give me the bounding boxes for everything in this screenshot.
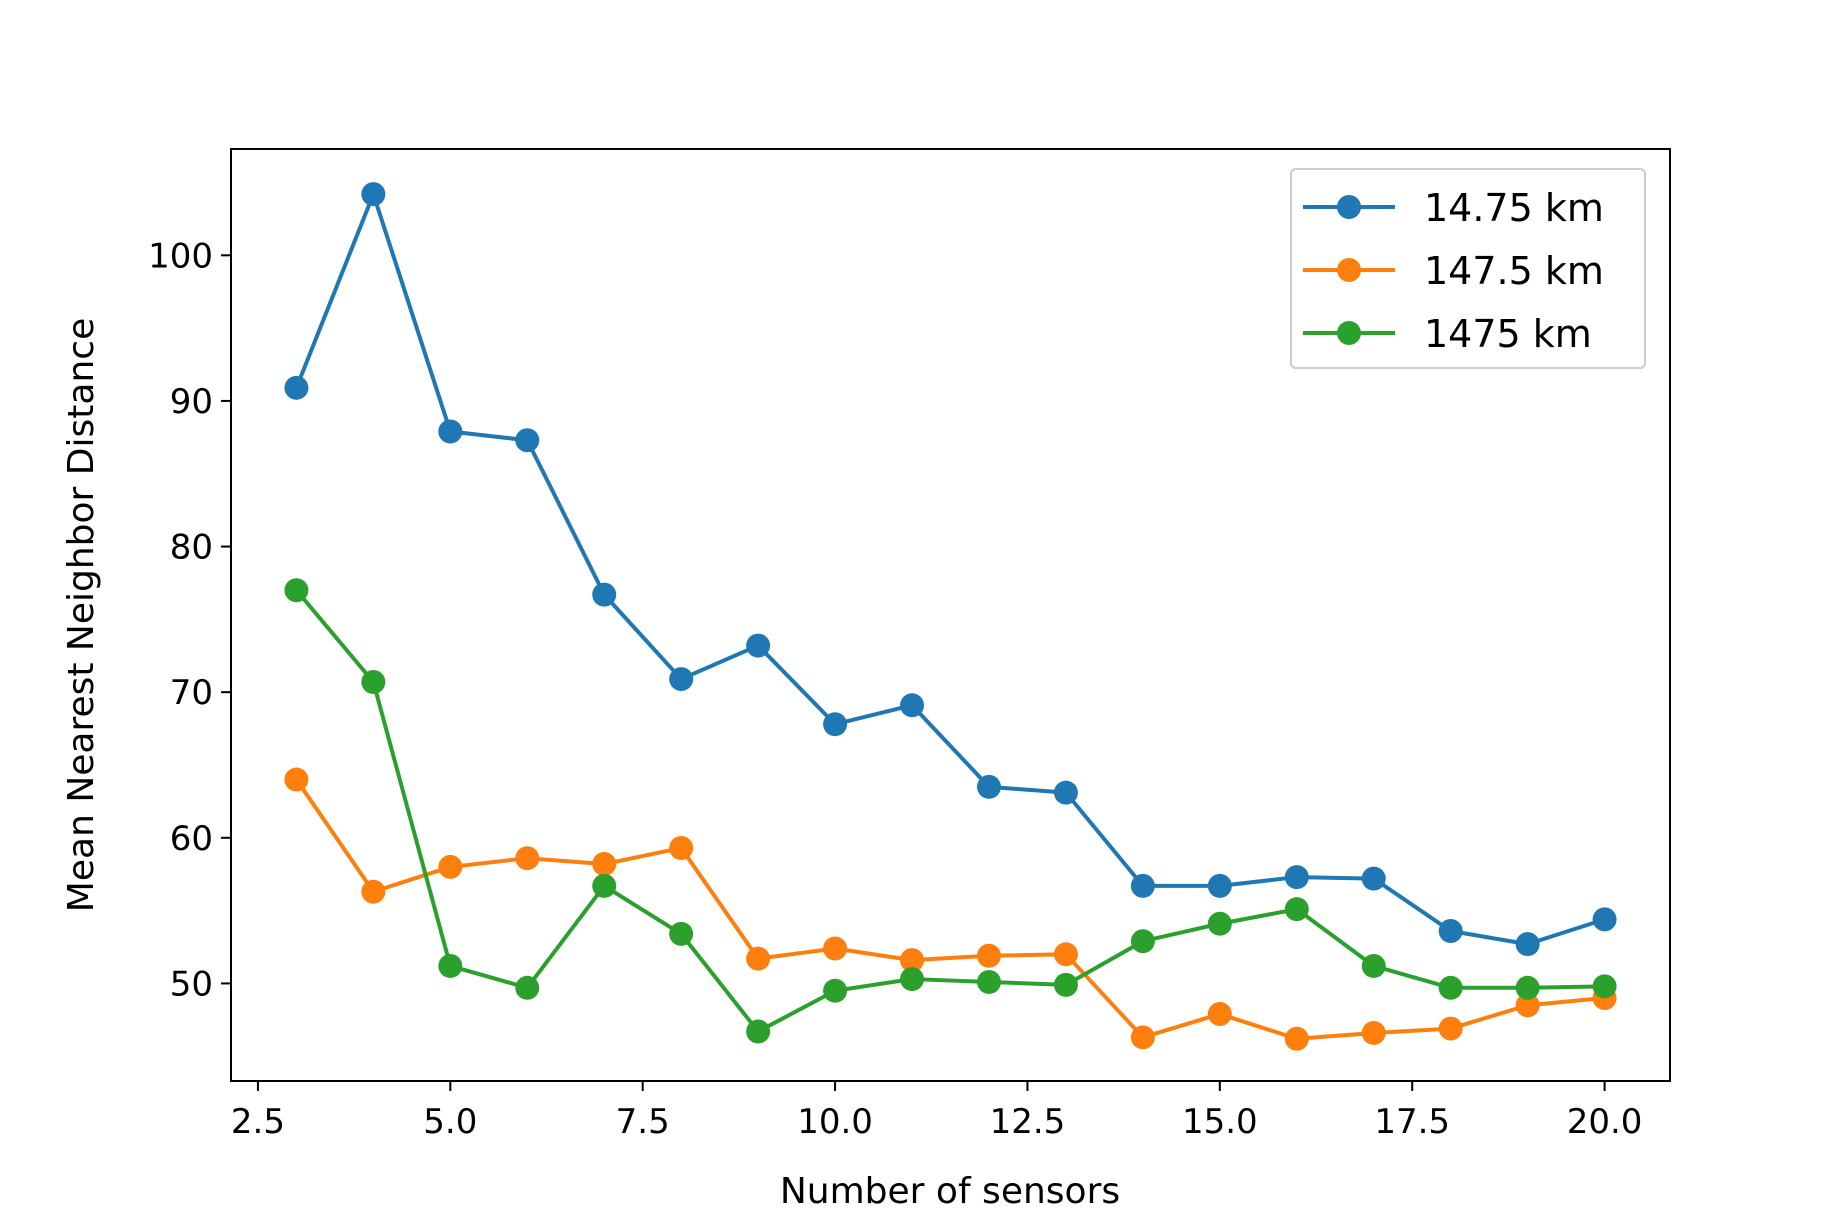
data-point <box>669 921 694 946</box>
x-axis-label: Number of sensors <box>780 1171 1120 1212</box>
data-point <box>592 582 617 607</box>
legend-box <box>1290 168 1646 369</box>
data-point <box>284 375 309 400</box>
data-point <box>361 669 386 694</box>
y-tick-label: 90 <box>170 382 213 422</box>
y-tick-label: 80 <box>170 528 213 568</box>
data-point <box>1438 1016 1463 1041</box>
x-tick-label: 5.0 <box>423 1102 477 1142</box>
data-point <box>976 969 1001 994</box>
y-axis: 50 60 70 80 90 100 <box>148 236 231 1004</box>
data-point <box>592 852 617 877</box>
data-point <box>823 978 848 1003</box>
data-point <box>284 767 309 792</box>
data-point <box>438 854 463 879</box>
data-point <box>515 428 540 453</box>
y-tick-label: 100 <box>148 236 213 276</box>
data-point <box>1207 1002 1232 1027</box>
data-point <box>1053 780 1078 805</box>
legend: 14.75 km 147.5 km 1475 km <box>1290 168 1646 369</box>
data-point <box>515 846 540 871</box>
data-point <box>823 712 848 737</box>
data-point <box>1284 1026 1309 1051</box>
data-point <box>746 1019 771 1044</box>
x-tick-label: 20.0 <box>1567 1102 1643 1142</box>
series-line <box>294 778 1605 1041</box>
y-axis-label: Mean Nearest Neighbor Distance <box>61 318 102 912</box>
data-point <box>1515 932 1540 957</box>
data-point <box>669 667 694 692</box>
legend-label: 147.5 km <box>1424 249 1604 293</box>
data-point <box>1515 975 1540 1000</box>
legend-marker <box>1337 258 1361 282</box>
data-point <box>1130 873 1155 898</box>
x-tick-label: 17.5 <box>1374 1102 1450 1142</box>
data-point <box>361 879 386 904</box>
data-point <box>515 975 540 1000</box>
data-point <box>746 946 771 971</box>
data-point <box>1361 1020 1386 1045</box>
series-0 <box>284 182 1617 957</box>
data-point <box>1515 993 1540 1018</box>
plot-frame <box>230 148 1671 1082</box>
data-point <box>1438 919 1463 944</box>
series-line <box>294 588 1605 1034</box>
series-1 <box>284 767 1617 1051</box>
legend-label: 14.75 km <box>1424 186 1604 230</box>
data-point <box>976 774 1001 799</box>
y-tick-label: 60 <box>170 819 213 859</box>
y-tick-label: 50 <box>170 964 213 1004</box>
data-point <box>900 967 925 992</box>
legend-marker <box>1337 195 1361 219</box>
x-tick-label: 12.5 <box>990 1102 1066 1142</box>
data-point <box>592 873 617 898</box>
data-point <box>900 948 925 973</box>
data-point <box>1130 1025 1155 1050</box>
y-tick-label: 70 <box>170 673 213 713</box>
data-point <box>1053 972 1078 997</box>
x-tick-label: 7.5 <box>616 1102 670 1142</box>
data-point <box>438 953 463 978</box>
x-axis: 2.5 5.0 7.5 10.0 12.5 15.0 17.5 20.0 <box>231 1081 1643 1142</box>
data-point <box>361 182 386 207</box>
plot-area <box>284 182 1617 1051</box>
data-point <box>1361 866 1386 891</box>
data-point <box>669 836 694 860</box>
data-point <box>1592 907 1617 932</box>
data-point <box>976 943 1001 968</box>
data-point <box>900 693 925 718</box>
data-point <box>1438 975 1463 1000</box>
data-point <box>1284 865 1309 890</box>
data-point <box>1207 873 1232 898</box>
series-line <box>294 192 1606 947</box>
x-tick-label: 2.5 <box>231 1102 285 1142</box>
data-point <box>284 578 309 603</box>
series-2 <box>284 578 1617 1044</box>
legend-marker <box>1337 321 1361 345</box>
legend-item: 14.75 km <box>1303 186 1604 230</box>
data-point <box>1207 911 1232 936</box>
data-point <box>1361 953 1386 978</box>
legend-label: 1475 km <box>1424 312 1592 356</box>
data-point <box>438 419 463 444</box>
data-point <box>1053 942 1078 967</box>
x-tick-label: 15.0 <box>1182 1102 1258 1142</box>
data-point <box>746 633 771 658</box>
data-point <box>1130 929 1155 954</box>
x-tick-label: 10.0 <box>797 1102 873 1142</box>
data-point <box>1592 974 1617 999</box>
data-point <box>1284 897 1309 922</box>
data-point <box>823 936 848 961</box>
legend-item: 1475 km <box>1303 312 1592 356</box>
legend-item: 147.5 km <box>1303 249 1604 293</box>
